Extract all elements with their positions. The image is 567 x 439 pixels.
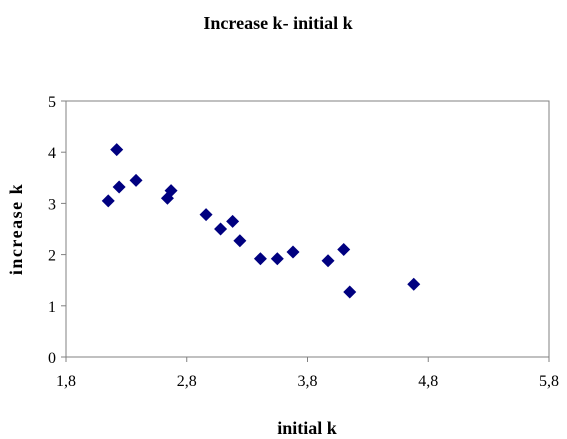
data-point: [321, 254, 335, 268]
y-tick-label: 2: [48, 248, 56, 265]
x-tick-label: 2,8: [177, 373, 197, 390]
data-point: [199, 208, 213, 222]
y-axis: 0 1 2 3 4 5: [48, 94, 66, 367]
data-point: [226, 214, 240, 228]
data-point: [214, 222, 228, 236]
x-axis-label: initial k: [277, 418, 337, 438]
data-point: [270, 252, 284, 266]
x-tick-label: 3,8: [298, 373, 318, 390]
data-point: [286, 245, 300, 259]
data-point: [253, 252, 267, 266]
x-tick-label: 5,8: [539, 373, 559, 390]
x-tick-label: 4,8: [418, 373, 438, 390]
data-point: [343, 285, 357, 299]
y-tick-label: 1: [48, 299, 56, 316]
y-axis-label: increase k: [6, 183, 26, 275]
chart-title: Increase k- initial k: [203, 13, 352, 33]
data-point: [101, 194, 115, 208]
y-tick-label: 0: [48, 350, 56, 367]
y-tick-label: 3: [48, 196, 56, 213]
data-point: [110, 143, 124, 157]
data-point: [337, 242, 351, 256]
data-point: [233, 234, 247, 248]
y-tick-label: 5: [48, 94, 56, 111]
plot-border: [65, 100, 550, 358]
data-point: [407, 277, 421, 291]
data-point: [129, 173, 143, 187]
plot-area: [65, 100, 550, 358]
data-point: [112, 180, 126, 194]
data-points: [101, 143, 421, 299]
y-tick-label: 4: [48, 145, 56, 162]
x-tick-label: 1,8: [56, 373, 76, 390]
x-axis: 1,8 2,8 3,8 4,8 5,8: [56, 357, 559, 390]
data-point: [164, 184, 178, 198]
